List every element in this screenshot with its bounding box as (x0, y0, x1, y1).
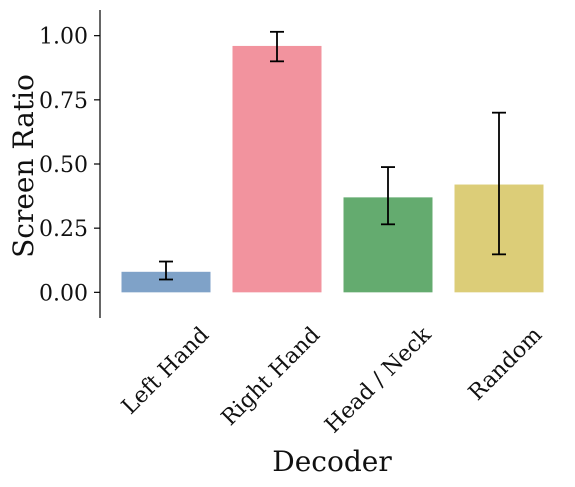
x-axis-title: Decoder (272, 445, 392, 478)
error-bar (381, 166, 395, 226)
y-tick-label: 0.25 (39, 217, 88, 242)
bar (232, 45, 322, 293)
y-tick-label: 0.75 (39, 89, 88, 114)
y-tick-label: 0.50 (39, 153, 88, 178)
error-bar (159, 260, 173, 281)
x-tick-label: Right Hand (217, 323, 325, 431)
y-axis-title: Screen Ratio (7, 74, 40, 258)
error-bars-group (159, 30, 506, 281)
y-tick-label: 1.00 (39, 25, 88, 50)
x-tick-label: Random (464, 322, 547, 405)
error-bar (270, 30, 284, 63)
x-tick-label: Head / Neck (320, 322, 436, 438)
bar (121, 271, 211, 293)
y-ticks-group: 0.00 0.25 0.50 0.75 1.00 (39, 25, 100, 306)
y-tick-label: 0.00 (39, 281, 88, 306)
bars-group (121, 45, 544, 293)
x-tick-label: Left Hand (117, 323, 214, 420)
error-bar (492, 111, 506, 256)
